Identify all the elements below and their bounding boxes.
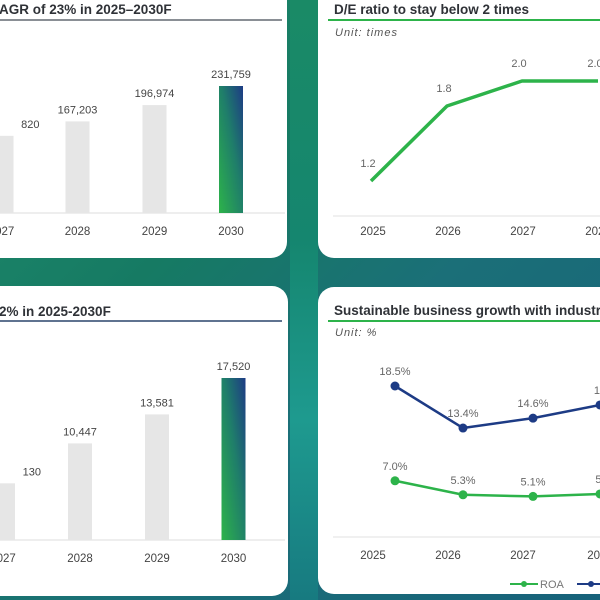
series-line xyxy=(394,384,600,430)
legend-label-roa: ROA xyxy=(540,579,565,591)
data-label: 18.5% xyxy=(379,366,410,378)
data-label: 1.8 xyxy=(436,83,451,95)
data-label: 14.6% xyxy=(517,398,548,410)
data-point xyxy=(390,476,400,486)
panel-de-ratio xyxy=(318,0,600,258)
data-label: 196,974 xyxy=(135,88,175,100)
legend-marker-roa xyxy=(521,581,527,587)
x-tick-label: 2027 xyxy=(0,226,14,238)
panel-title: Sustainable business growth with industr… xyxy=(334,303,600,318)
title-underline xyxy=(0,320,282,322)
bar xyxy=(221,378,246,540)
x-tick-label: 2030 xyxy=(218,226,244,238)
data-label: 13.4% xyxy=(447,408,478,420)
title-underline xyxy=(0,19,282,21)
data-point xyxy=(528,491,538,501)
unit-label: Unit: % xyxy=(335,327,378,339)
x-tick-label: 2030 xyxy=(221,553,247,565)
background-streak xyxy=(290,0,318,600)
panel-roa-roe xyxy=(318,287,600,594)
bar xyxy=(219,86,243,213)
x-tick-label: 2027 xyxy=(510,226,536,238)
data-label: 13,581 xyxy=(140,397,174,409)
x-tick-label: 2026 xyxy=(435,550,461,562)
x-tick-label: 2027 xyxy=(510,550,536,562)
data-label: 1.2 xyxy=(360,158,375,170)
data-label: 167,203 xyxy=(58,104,98,116)
data-label: 5. xyxy=(595,474,600,486)
data-label: 5.1% xyxy=(520,476,545,488)
title-underline xyxy=(328,19,600,21)
x-tick-label: 2027 xyxy=(0,553,16,565)
unit-label: Unit: times xyxy=(335,27,398,39)
series-line xyxy=(394,479,600,498)
bar xyxy=(0,483,15,540)
title-underline xyxy=(328,320,600,322)
panel-title: D/E ratio to stay below 2 times xyxy=(334,2,530,17)
legend-marker-series-2 xyxy=(588,581,594,587)
data-label: 130 xyxy=(23,466,41,478)
panel-title: AGR of 23% in 2025–2030F xyxy=(0,2,172,17)
series-line xyxy=(369,79,598,183)
bar xyxy=(145,414,169,540)
data-label: 16 xyxy=(594,385,600,397)
bar xyxy=(68,443,92,540)
bar xyxy=(0,135,14,213)
data-label: 231,759 xyxy=(211,69,251,81)
x-tick-label: 2028 xyxy=(67,553,93,565)
bar xyxy=(65,121,90,213)
data-point xyxy=(458,423,468,433)
data-label: 5.3% xyxy=(450,475,475,487)
data-label: 2.0 xyxy=(587,58,600,70)
data-label: 7.0% xyxy=(382,461,407,473)
data-point xyxy=(458,490,468,500)
x-tick-label: 2028 xyxy=(585,226,600,238)
x-tick-label: 2028 xyxy=(65,226,91,238)
data-point xyxy=(528,413,538,423)
x-tick-label: 2029 xyxy=(142,226,168,238)
x-tick-label: 2029 xyxy=(144,553,170,565)
x-tick-label: 2026 xyxy=(435,226,461,238)
bar xyxy=(142,105,167,213)
data-point xyxy=(390,381,400,391)
x-tick-label: 2025 xyxy=(360,550,386,562)
panel-title: 2% in 2025-2030F xyxy=(0,304,111,319)
data-label: 2.0 xyxy=(511,58,526,70)
data-label: 17,520 xyxy=(217,361,251,373)
data-label: 820 xyxy=(21,119,39,131)
data-point xyxy=(595,489,600,499)
data-point xyxy=(595,400,600,410)
data-label: 10,447 xyxy=(63,426,97,438)
x-tick-label: 2028 xyxy=(587,550,600,562)
x-tick-label: 2025 xyxy=(360,226,386,238)
